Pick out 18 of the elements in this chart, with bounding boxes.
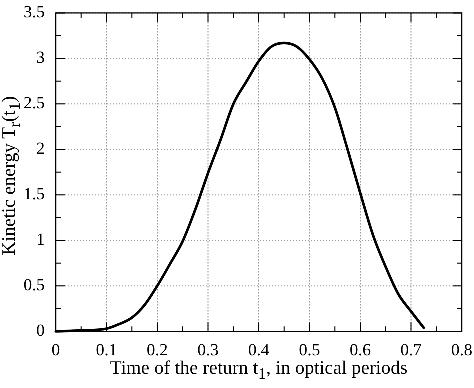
y-tick-label: 3 [36,48,45,68]
y-tick-label: 2 [36,139,45,158]
y-tick-label: 1 [36,230,45,250]
y-tick-label: 0.5 [24,276,45,295]
y-tick-label: 3.5 [24,2,45,22]
x-axis-title: Time of the return t$_{1}$, in optical periods [109,358,409,384]
x-tick-label: 0.5 [299,340,320,360]
y-tick-label: 1.5 [24,184,45,204]
x-tick-label: 0.1 [96,340,118,360]
x-tick-label: 0.7 [400,340,422,360]
x-tick-label: 0.3 [198,340,219,360]
x-tick-label: 0 [52,340,60,360]
y-tick-label: 2.5 [24,94,45,113]
y-tick-label: 0 [36,321,45,340]
x-tick-label: 0.8 [451,340,473,360]
x-tick-label: 0.6 [350,340,372,360]
x-tick-label: 0.4 [248,340,270,360]
x-tick-label: 0.2 [146,340,168,360]
